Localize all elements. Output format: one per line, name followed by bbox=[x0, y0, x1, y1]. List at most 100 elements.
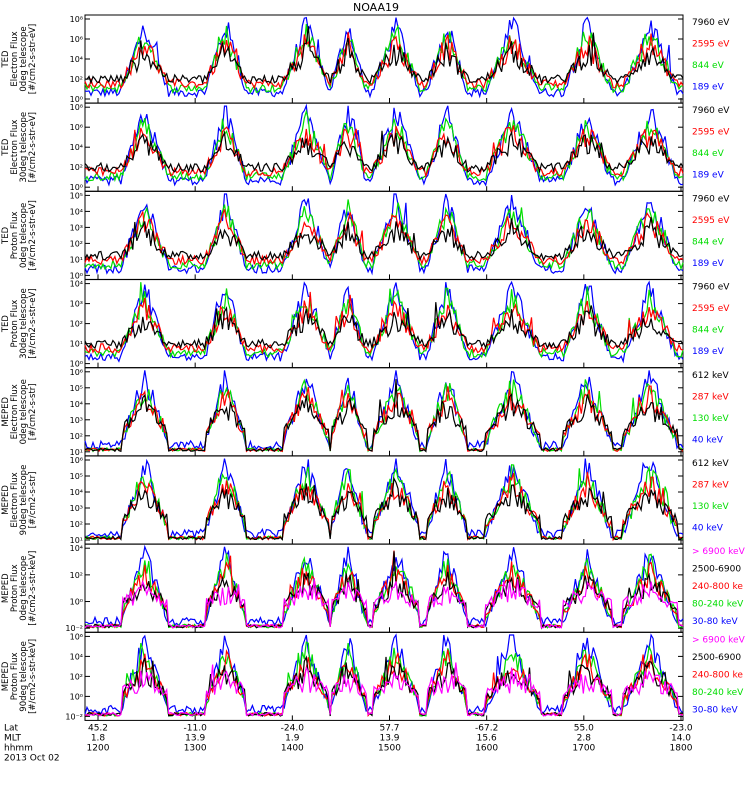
legend-entry: 612 keV bbox=[692, 459, 729, 469]
x-tick-label: 1800 bbox=[670, 743, 693, 753]
y-tick-label: 10² bbox=[70, 571, 83, 580]
y-tick-label: 10⁶ bbox=[70, 368, 83, 377]
legend-entry: 844 eV bbox=[692, 149, 725, 159]
x-tick-label: 13.9 bbox=[379, 733, 399, 743]
x-row-label: Lat bbox=[4, 723, 19, 733]
x-tick-label: 1500 bbox=[378, 743, 401, 753]
series-line-844-ev bbox=[84, 199, 684, 271]
y-tick-label: 10³ bbox=[70, 223, 83, 232]
legend-entry: 30-80 keV bbox=[692, 705, 738, 715]
legend-entry: 189 eV bbox=[692, 83, 725, 93]
series-line-2595-ev bbox=[84, 209, 684, 266]
panel-7: 10⁻² 10⁰ 10² 10⁴ MEPEDProton Flux0deg telesc… bbox=[1, 543, 746, 633]
series-line-2500-6900 bbox=[84, 655, 684, 717]
x-tick-label: 1600 bbox=[475, 743, 498, 753]
y-axis-label: TEDElectron Flux30deg telescope[#/cm2-s-… bbox=[1, 112, 38, 183]
series-line-844-ev bbox=[84, 282, 684, 359]
x-tick-label: 1.8 bbox=[91, 733, 106, 743]
y-tick-label: 10² bbox=[70, 75, 83, 84]
legend-entry: 7960 eV bbox=[692, 18, 730, 28]
x-row-label: hhmm bbox=[4, 743, 33, 753]
y-axis-label: TEDElectron Flux0deg telescope[#/cm2-s-s… bbox=[1, 24, 38, 94]
legend-entry: 287 keV bbox=[692, 392, 729, 402]
y-tick-label: 10¹ bbox=[70, 255, 83, 264]
panel-3: 10⁰ 10¹ 10² 10³ 10⁴ 10⁵ TEDProton Flux0deg tel… bbox=[1, 190, 730, 280]
y-axis-label: TEDProton Flux30deg telescope[#/cm2-s-st… bbox=[1, 288, 38, 359]
y-tick-label: 10⁸ bbox=[70, 15, 83, 24]
y-tick-label: 10⁴ bbox=[70, 207, 83, 216]
x-tick-label: 55.0 bbox=[574, 723, 594, 733]
series-line-130-kev bbox=[84, 378, 684, 453]
y-tick-label: 10⁴ bbox=[70, 652, 83, 661]
x-row-label: MLT bbox=[4, 733, 22, 743]
y-tick-label: 10⁻² bbox=[65, 624, 83, 633]
legend-entry: 7960 eV bbox=[692, 106, 730, 116]
y-tick-label: 10⁴ bbox=[70, 143, 83, 152]
y-tick-label: 10³ bbox=[70, 300, 83, 309]
legend-entry: 80-240 keV bbox=[692, 600, 744, 610]
y-tick-label: 10² bbox=[70, 672, 83, 681]
panel-2: 10⁰ 10² 10⁴ 10⁶ 10⁸ TEDElectron Flux30deg tel… bbox=[1, 102, 730, 192]
x-axis-labels: Lat 45.2 -11.0 -24.0 57.7 -67.2 55.0 -23.0 MLT 1.… bbox=[4, 98, 693, 763]
x-tick-label: 45.2 bbox=[88, 723, 108, 733]
legend-entry: 80-240 keV bbox=[692, 688, 744, 698]
series-line--6900-kev bbox=[84, 662, 684, 717]
legend-entry: 240-800 ke bbox=[692, 582, 743, 592]
series-line-7960-ev bbox=[84, 26, 684, 86]
legend-entry: 844 eV bbox=[692, 61, 725, 71]
series-line-2595-ev bbox=[84, 291, 684, 355]
y-tick-label: 10⁰ bbox=[70, 598, 83, 607]
legend-entry: 2595 eV bbox=[692, 304, 730, 314]
y-tick-label: 10² bbox=[70, 432, 83, 441]
y-axis-label: TEDProton Flux0deg telescope[#/cm2-s-str… bbox=[1, 200, 38, 270]
panel-stack: 10⁰ 10² 10⁴ 10⁶ 10⁸ TEDElectron Flux0deg tele… bbox=[1, 14, 746, 721]
y-tick-label: 10¹ bbox=[70, 536, 83, 545]
y-tick-label: 10⁴ bbox=[70, 55, 83, 64]
y-tick-label: 10⁴ bbox=[70, 280, 83, 289]
legend-entry: 844 eV bbox=[692, 237, 725, 247]
y-axis-label: MEPEDElectron Flux90deg telescope[#/cm2-… bbox=[1, 465, 38, 536]
series-line-844-ev bbox=[84, 24, 684, 94]
legend-entry: 189 eV bbox=[692, 259, 725, 269]
y-tick-label: 10² bbox=[70, 520, 83, 529]
y-tick-label: 10⁻² bbox=[65, 712, 83, 721]
y-tick-label: 10⁸ bbox=[70, 103, 83, 112]
series-line-7960-ev bbox=[84, 130, 684, 174]
legend-entry: 287 keV bbox=[692, 481, 729, 491]
y-tick-label: 10³ bbox=[70, 504, 83, 513]
y-tick-label: 10⁶ bbox=[70, 632, 83, 641]
legend-entry: 2595 eV bbox=[692, 40, 730, 50]
series-line-40-kev bbox=[84, 370, 684, 452]
panel-4: 10⁰ 10¹ 10² 10³ 10⁴ TEDProton Flux30deg teles… bbox=[1, 279, 730, 369]
legend-entry: 189 eV bbox=[692, 171, 725, 181]
y-tick-label: 10⁴ bbox=[70, 544, 83, 553]
y-axis-label: MEPEDProton Flux90deg telescope[#/cm2-s-… bbox=[1, 639, 38, 714]
series-line--6900-kev bbox=[84, 578, 684, 629]
x-tick-label: 14.0 bbox=[671, 733, 691, 743]
series-line-130-kev bbox=[84, 464, 684, 541]
series-line-612-kev bbox=[84, 476, 684, 541]
figure-title: NOAA19 bbox=[353, 1, 399, 14]
date-label: 2013 Oct 02 bbox=[4, 753, 60, 763]
legend-entry: 2500-6900 bbox=[692, 653, 741, 663]
y-tick-label: 10⁰ bbox=[70, 95, 83, 104]
y-tick-label: 10³ bbox=[70, 416, 83, 425]
x-tick-label: 1700 bbox=[572, 743, 595, 753]
panel-6: 10¹ 10² 10³ 10⁴ 10⁵ 10⁶ MEPEDElectron Flux90de… bbox=[1, 455, 729, 545]
legend-entry: > 6900 keV bbox=[692, 635, 746, 645]
legend-entry: 189 eV bbox=[692, 347, 725, 357]
y-tick-label: 10⁵ bbox=[70, 384, 83, 393]
x-tick-label: 1300 bbox=[184, 743, 207, 753]
y-tick-label: 10⁰ bbox=[70, 271, 83, 280]
legend-entry: 2595 eV bbox=[692, 216, 730, 226]
x-tick-label: -23.0 bbox=[669, 723, 693, 733]
legend-entry: 612 keV bbox=[692, 371, 729, 381]
panel-1: 10⁰ 10² 10⁴ 10⁶ 10⁸ TEDElectron Flux0deg tele… bbox=[1, 14, 730, 104]
x-tick-label: 1400 bbox=[281, 743, 304, 753]
x-tick-label: -11.0 bbox=[184, 723, 208, 733]
panel-8: 10⁻² 10⁰ 10² 10⁴ 10⁶ MEPEDProton Flux90deg te… bbox=[1, 631, 746, 721]
x-tick-label: 1.9 bbox=[285, 733, 300, 743]
panel-5: 10¹ 10² 10³ 10⁴ 10⁵ 10⁶ MEPEDElectron Flux0deg… bbox=[1, 367, 729, 457]
legend-entry: 844 eV bbox=[692, 326, 725, 336]
series-line-612-kev bbox=[84, 379, 684, 453]
